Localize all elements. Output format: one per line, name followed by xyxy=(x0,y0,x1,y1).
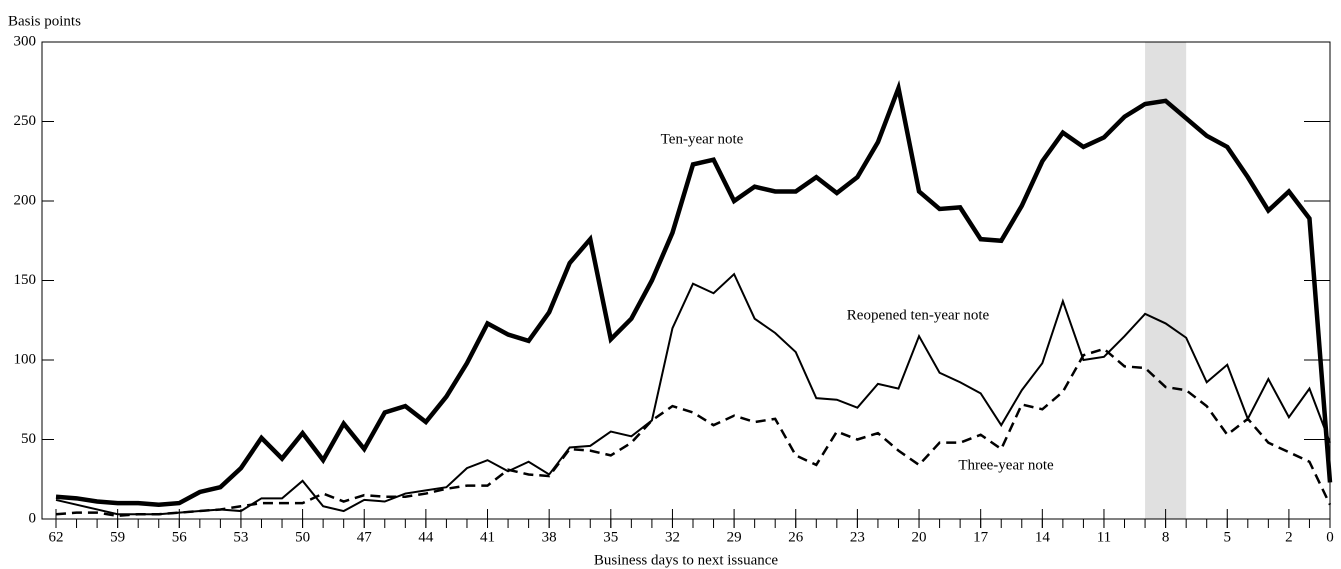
x-tick-label: 56 xyxy=(172,529,188,545)
x-tick-label: 41 xyxy=(480,529,495,545)
y-tick-label: 150 xyxy=(14,272,37,288)
series-line xyxy=(55,272,1331,516)
x-tick-label: 14 xyxy=(1035,529,1051,545)
x-tick-label: 47 xyxy=(357,529,373,545)
series-line xyxy=(55,79,1333,507)
x-tick-label: 17 xyxy=(973,529,989,545)
y-axis-title: Basis points xyxy=(8,13,81,29)
series-label: Reopened ten-year note xyxy=(847,307,990,323)
x-tick-label: 32 xyxy=(665,529,680,545)
x-tick-label: 35 xyxy=(603,529,618,545)
y-tick-label: 0 xyxy=(29,510,37,526)
x-tick-label: 44 xyxy=(418,529,434,545)
x-tick-label: 26 xyxy=(788,529,804,545)
series-label: Ten-year note xyxy=(661,131,744,147)
x-tick-label: 23 xyxy=(850,529,865,545)
x-tick-label: 0 xyxy=(1326,529,1334,545)
plot-frame xyxy=(41,41,1331,520)
series-line xyxy=(55,347,1332,518)
x-tick-label: 59 xyxy=(110,529,125,545)
series-label: Three-year note xyxy=(958,457,1054,473)
y-tick-label: 250 xyxy=(14,113,37,129)
y-tick-label: 300 xyxy=(14,33,37,49)
x-tick-label: 2 xyxy=(1285,529,1293,545)
x-axis-title: Business days to next issuance xyxy=(594,552,778,568)
x-tick-label: 53 xyxy=(233,529,248,545)
shaded-region xyxy=(1145,42,1187,519)
x-tick-label: 5 xyxy=(1224,529,1232,545)
x-tick-label: 50 xyxy=(295,529,310,545)
y-tick-label: 100 xyxy=(14,351,37,367)
y-tick-label: 200 xyxy=(14,192,37,208)
x-tick-label: 29 xyxy=(727,529,742,545)
x-tick-label: 62 xyxy=(49,529,64,545)
y-tick-label: 50 xyxy=(21,431,36,447)
x-tick-label: 38 xyxy=(542,529,557,545)
x-tick-label: 20 xyxy=(912,529,927,545)
x-tick-label: 8 xyxy=(1162,529,1170,545)
x-tick-label: 11 xyxy=(1097,529,1111,545)
